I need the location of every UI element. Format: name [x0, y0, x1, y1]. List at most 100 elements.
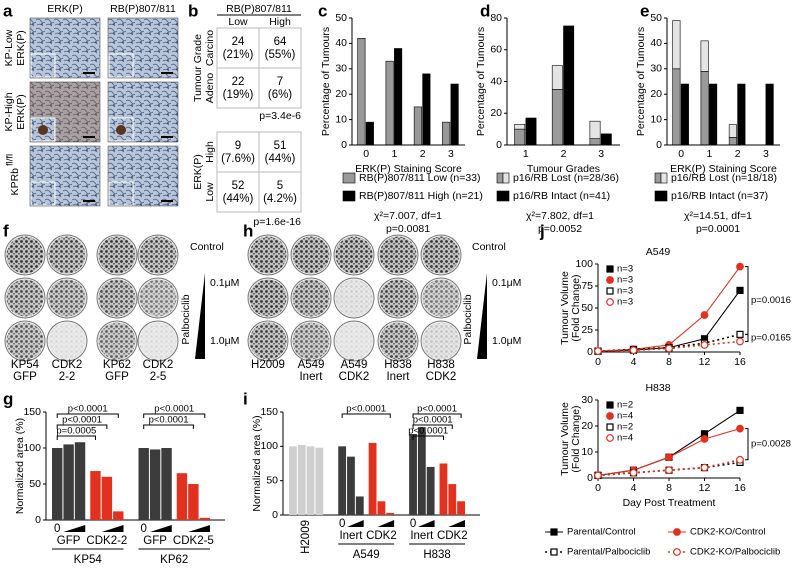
- column-header: High: [269, 16, 291, 28]
- x-tick-label: 0: [363, 148, 369, 160]
- p-value: p<0.0001: [154, 404, 194, 415]
- y-tick-label: 50: [650, 12, 662, 24]
- bar: [439, 463, 448, 515]
- bar: [417, 427, 426, 515]
- x-tick-label: 0: [595, 482, 601, 494]
- data-point: [736, 330, 744, 338]
- bar: [63, 444, 74, 520]
- bar: [306, 446, 315, 515]
- row-label: KPRb: [9, 168, 21, 196]
- condition-label: 0.1μM: [210, 277, 239, 289]
- n-label: n=2: [617, 422, 633, 433]
- group-label: Inert: [410, 530, 434, 542]
- cell-text: (6%): [268, 89, 292, 101]
- bar: [161, 448, 172, 520]
- y-tick-label: 40: [490, 75, 502, 87]
- condition-label: 0.1μM: [492, 277, 521, 289]
- plate-label: 2-2: [59, 371, 76, 383]
- legend-swatch: [502, 172, 510, 184]
- cell-text: 5: [277, 180, 283, 192]
- bar-segment: [672, 20, 681, 70]
- group-label: CDK2-5: [173, 535, 214, 547]
- statistic: p=0.0052: [538, 223, 582, 235]
- bar-segment: [551, 65, 563, 90]
- condition-label: Control: [472, 241, 506, 253]
- dose-wedge: [195, 273, 205, 359]
- table-cell: [258, 171, 302, 213]
- colonies: [249, 279, 287, 317]
- bar: [90, 471, 101, 520]
- significance-bracket: [412, 413, 462, 418]
- colonies: [379, 322, 417, 360]
- y-axis-label: Normalized area (%): [14, 418, 26, 514]
- table-label: ERK(P): [192, 154, 204, 190]
- bar: [377, 501, 386, 515]
- p-value: p=0.0016: [751, 295, 791, 306]
- legend-label: RB(P)807/811 Low (n=33): [359, 172, 481, 184]
- n-label: n=3: [617, 264, 633, 275]
- plate-label: GFP: [13, 371, 37, 383]
- drug-label: Palbociclib: [180, 294, 192, 344]
- n-label: n=4: [617, 433, 633, 444]
- colonies: [422, 322, 460, 360]
- colonies: [6, 236, 44, 274]
- data-point: [700, 311, 709, 319]
- y-tick-label: 0: [35, 514, 41, 526]
- panel-label: j: [539, 221, 545, 240]
- n-label: n=3: [617, 275, 633, 286]
- colonies: [335, 236, 373, 274]
- colonies: [379, 236, 417, 274]
- x-tick-label: 3: [448, 148, 454, 160]
- bar: [297, 444, 306, 515]
- bar: [357, 38, 366, 146]
- bar-segment: [589, 120, 601, 139]
- colonies: [292, 322, 330, 360]
- cell-line-label: H2009: [300, 520, 312, 554]
- cell-text: (44%): [265, 153, 296, 165]
- colonies: [335, 279, 373, 317]
- bar: [450, 83, 459, 146]
- bar: [386, 512, 395, 515]
- x-tick-label: 1: [706, 148, 712, 160]
- row-label: KP-Low: [3, 29, 15, 66]
- y-tick-label: 60: [490, 44, 502, 56]
- significance-bracket: [56, 424, 108, 429]
- condition-label: Control: [190, 241, 224, 253]
- panel-label: e: [640, 1, 649, 20]
- bar: [680, 83, 689, 146]
- legend-marker: [673, 548, 681, 556]
- legend-swatch: [496, 190, 510, 202]
- bar-segment: [728, 137, 737, 146]
- legend-swatch: [342, 172, 356, 184]
- significance-bracket: [143, 413, 206, 418]
- statistic: χ²=7.007, df=1: [374, 210, 442, 222]
- data-point: [736, 262, 744, 271]
- cell-text: (7.6%): [221, 153, 255, 165]
- colonies: [98, 279, 136, 317]
- bar: [409, 433, 417, 515]
- plate-label: CDK2: [52, 359, 83, 371]
- group-label: GFP: [143, 535, 167, 547]
- significance-bracket: [143, 424, 194, 429]
- bar: [149, 449, 161, 520]
- x-tick-label: 4: [631, 482, 637, 494]
- bar: [52, 448, 63, 520]
- bar: [525, 117, 537, 146]
- statistic: χ²=14.51, df=1: [684, 210, 752, 222]
- legend-label: p16/RB Lost (n=28/36): [513, 172, 619, 184]
- x-axis-label: Tumour Grades: [527, 163, 600, 175]
- colonies: [139, 322, 177, 360]
- y-tick-label: 10: [650, 113, 662, 125]
- row-label: ERK(P): [15, 94, 27, 130]
- legend-label: RB(P)807/811 High (n=21): [359, 190, 483, 202]
- bar: [563, 25, 575, 146]
- panel-label: f: [3, 221, 9, 240]
- dose-wedge: [377, 520, 395, 527]
- statistic: p=0.0001: [696, 223, 740, 235]
- dose-wedge: [101, 525, 124, 532]
- data-point: [629, 346, 638, 355]
- y-tick-label: 0: [656, 139, 662, 151]
- n-marker: [606, 265, 614, 273]
- cell-text: 7: [277, 76, 283, 88]
